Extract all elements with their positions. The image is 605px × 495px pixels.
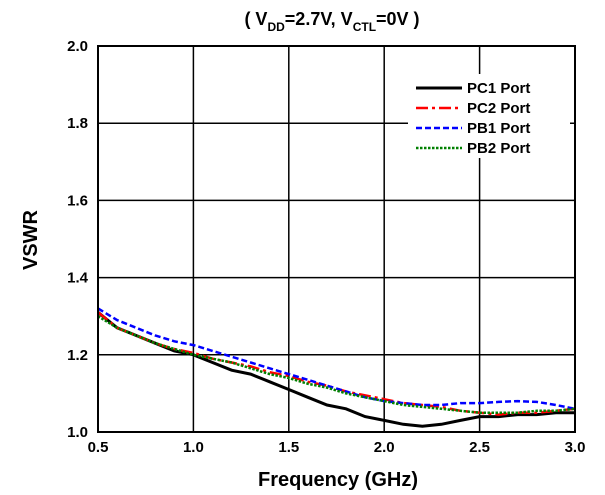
x-tick-label: 0.5: [88, 439, 109, 456]
x-tick-label: 1.5: [278, 439, 299, 456]
x-tick-label: 3.0: [565, 439, 586, 456]
legend-label: PB2 Port: [467, 140, 530, 157]
y-tick-label: 1.8: [67, 115, 88, 132]
legend-label: PC1 Port: [467, 80, 530, 97]
series-layer: [97, 307, 576, 428]
series-line-pc1-port: [97, 311, 575, 428]
plot-frame: [97, 45, 576, 433]
series-line-pb1-port: [97, 307, 576, 411]
x-axis-label: Frequency (GHz): [258, 469, 418, 491]
y-tick-label: 1.2: [67, 347, 88, 364]
y-tick-label: 2.0: [67, 38, 88, 55]
x-tick-label: 1.0: [183, 439, 204, 456]
x-tick-labels: 0.5 1.0 1.5 2.0 2.5 3.0: [88, 439, 586, 456]
legend-label: PB1 Port: [467, 120, 530, 137]
y-tick-label: 1.6: [67, 192, 88, 209]
legend-label: PC2 Port: [467, 100, 530, 117]
chart-title: ( VDD=2.7V, VCTL=0V ): [244, 9, 419, 34]
legend: PC1 Port PC2 Port PB1 Port PB2 Port: [408, 74, 570, 158]
x-tick-label: 2.5: [469, 439, 490, 456]
series-line-pb2-port: [97, 315, 576, 414]
y-tick-labels: 1.0 1.2 1.4 1.6 1.8 2.0: [67, 38, 89, 441]
x-tick-label: 2.0: [374, 439, 395, 456]
y-tick-label: 1.4: [67, 270, 89, 287]
y-tick-label: 1.0: [67, 424, 88, 441]
series-line-pc2-port: [97, 311, 576, 416]
y-axis-label: VSWR: [20, 209, 42, 270]
